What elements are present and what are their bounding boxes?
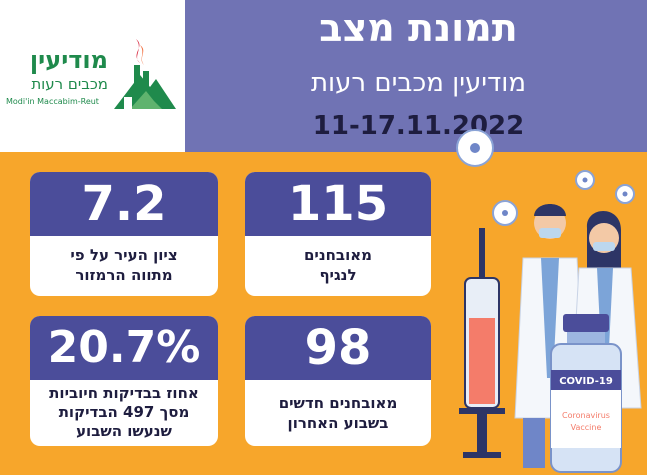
stat-value: 98 [245,316,431,380]
stat-label-line2: בשבוע האחרון [287,414,389,432]
header-banner: מודיעין מכבים רעות Modi'in Maccabim-Reut… [0,0,647,152]
vial-sub2: Vaccine [571,423,602,432]
stat-card-positive-rate: 20.7% אחוז בבדיקות חיוביות מסך 497 הבדיק… [30,316,218,446]
stat-value: 7.2 [30,172,218,236]
stat-label-line1: מאובחנים [303,246,373,264]
logo-name-en: Modi'in Maccabim-Reut [6,97,99,106]
stat-card-diagnosed: 115 מאובחנים לנגיף [245,172,431,296]
city-logo: מודיעין מכבים רעות Modi'in Maccabim-Reut [0,0,185,152]
doctors-vaccine-illustration: COVID-19 Coronavirus Vaccine [456,129,642,473]
stat-label-line1: ציון העיר על פי [70,246,178,264]
stat-value: 115 [245,172,431,236]
syringe-icon [459,228,505,458]
stat-label-line2: מסך 497 הבדיקות [58,403,190,421]
stat-value: 20.7% [30,316,218,380]
stat-label-line2: לנגיף [319,266,357,284]
logo-emblem-icon [114,39,176,109]
stat-card-city-score: 7.2 ציון העיר על פי מתווה הרמזור [30,172,218,296]
stat-label-line2: מתווה הרמזור [75,266,173,284]
logo-name-he: מודיעין [29,46,108,74]
page-title: תמונת מצב [319,6,518,50]
vial-label: COVID-19 [559,376,613,387]
stat-label-line3: שנעשו השבוע [76,422,172,440]
logo-sub-he: מכבים רעות [31,75,108,93]
vial-sub1: Coronavirus [562,411,610,420]
page-subtitle: מודיעין מכבים רעות [310,68,527,98]
stat-card-new-diagnosed: 98 מאובחנים חדשים בשבוע האחרון [245,316,431,446]
vaccine-vial-icon: COVID-19 Coronavirus Vaccine [550,314,622,473]
stat-label-line1: אחוז בבדיקות חיוביות [49,384,199,402]
stat-label-line1: מאובחנים חדשים [278,394,398,412]
